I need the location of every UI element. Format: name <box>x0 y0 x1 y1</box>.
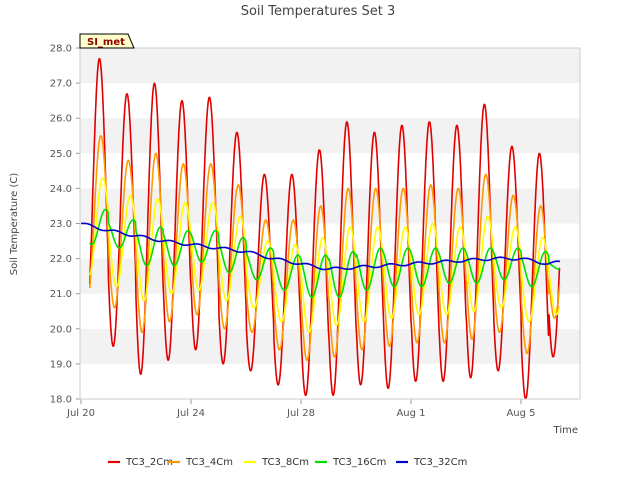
series-line-tc3_16cm <box>89 208 560 298</box>
x-tick-label: Jul 24 <box>176 408 205 419</box>
series-line-tc3_4cm <box>89 135 561 362</box>
x-axis-label: Time <box>553 425 578 436</box>
legend: TC3_2Cm TC3_4Cm TC3_8Cm TC3_16Cm TC3_32Cm <box>108 457 467 468</box>
grid-band <box>80 153 580 189</box>
grid-band <box>80 48 580 84</box>
y-tick-label: 21.0 <box>50 289 72 300</box>
legend-label: TC3_8Cm <box>261 457 309 468</box>
y-tick-label: 23.0 <box>50 219 72 230</box>
y-axis: 18.0 19.0 20.0 21.0 22.0 23.0 24.0 25.0 26.0 27.0… <box>50 44 80 406</box>
y-tick-label: 19.0 <box>50 359 72 370</box>
x-tick-label: Aug 5 <box>506 408 535 419</box>
y-tick-label: 28.0 <box>50 44 72 55</box>
site-badge: SI_met <box>79 33 135 49</box>
y-tick-label: 24.0 <box>50 184 72 195</box>
x-tick-label: Aug 1 <box>396 408 425 419</box>
legend-label: TC3_4Cm <box>185 457 233 468</box>
y-tick-label: 20.0 <box>50 324 72 335</box>
y-tick-label: 25.0 <box>50 149 72 160</box>
y-tick-label: 22.0 <box>50 254 72 265</box>
y-tick-label: 27.0 <box>50 79 72 90</box>
series-line-tc3_32cm <box>80 222 561 271</box>
y-tick-label: 18.0 <box>50 395 72 406</box>
plot-frame <box>79 47 581 400</box>
series-lines <box>80 58 561 400</box>
site-badge-label: SI_met <box>87 37 125 48</box>
y-tick-label: 26.0 <box>50 114 72 125</box>
legend-label: TC3_2Cm <box>125 457 173 468</box>
grid-band <box>80 118 580 154</box>
legend-label: TC3_32Cm <box>413 457 467 468</box>
x-axis: Jul 20 Jul 24 Jul 28 Aug 1 Aug 5 <box>66 399 536 419</box>
y-axis-label: Soil Temperature (C) <box>9 173 20 276</box>
legend-label: TC3_16Cm <box>332 457 386 468</box>
site-badge-shape <box>79 33 135 49</box>
grid-band <box>80 188 580 224</box>
grid-band <box>80 83 580 119</box>
x-tick-label: Jul 28 <box>286 408 315 419</box>
chart-title: Soil Temperatures Set 3 <box>241 4 396 19</box>
x-tick-label: Jul 20 <box>66 408 95 419</box>
